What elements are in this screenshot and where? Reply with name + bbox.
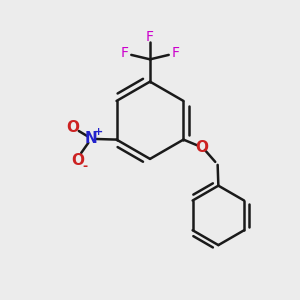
- Text: +: +: [94, 128, 103, 137]
- Text: F: F: [171, 46, 179, 60]
- Text: F: F: [146, 30, 154, 44]
- Text: O: O: [71, 154, 84, 169]
- Text: N: N: [85, 130, 98, 146]
- Text: -: -: [83, 160, 88, 173]
- Text: O: O: [195, 140, 208, 154]
- Text: O: O: [66, 120, 79, 135]
- Text: F: F: [121, 46, 129, 60]
